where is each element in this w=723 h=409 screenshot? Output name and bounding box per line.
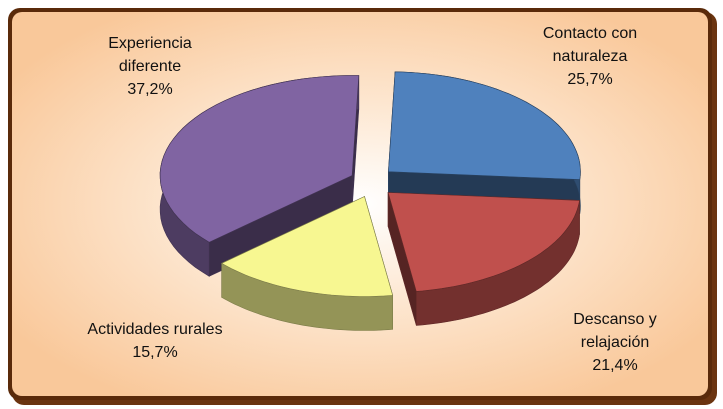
category-label: Experiencia diferente xyxy=(108,35,192,75)
category-label: Actividades rurales xyxy=(87,321,223,338)
pie xyxy=(159,71,581,331)
slice xyxy=(221,196,394,297)
value-label: 15,7% xyxy=(132,344,178,361)
slice xyxy=(388,71,581,180)
data-label: Actividades rurales 15,7% xyxy=(80,318,230,364)
slice xyxy=(387,192,580,292)
data-label: Contacto con naturaleza 25,7% xyxy=(515,22,665,91)
category-label: Descanso y relajación xyxy=(573,311,657,351)
data-label: Descanso y relajación 21,4% xyxy=(540,308,690,377)
value-label: 21,4% xyxy=(592,357,638,374)
category-label: Contacto con naturaleza xyxy=(542,25,638,65)
slice xyxy=(159,75,360,243)
value-label: 25,7% xyxy=(567,71,613,88)
value-label: 37,2% xyxy=(127,81,173,98)
data-label: Experiencia diferente 37,2% xyxy=(75,32,225,101)
